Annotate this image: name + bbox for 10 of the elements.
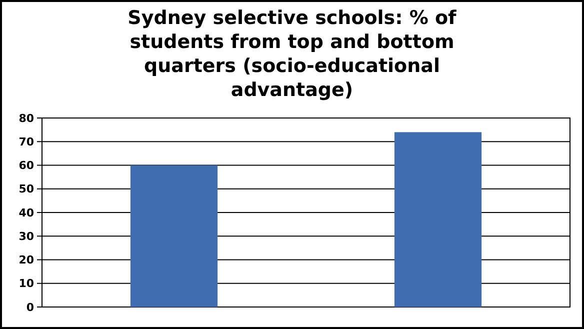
y-tick-label: 70 xyxy=(18,135,34,148)
y-tick-label: 80 xyxy=(18,112,34,125)
y-tick-label: 0 xyxy=(26,300,34,314)
chart-title: Sydney selective schools: % of students from top and bottom quarters (socio-educational advantage) xyxy=(128,7,458,101)
y-tick-label: 50 xyxy=(18,182,34,196)
y-tick-label: 30 xyxy=(18,230,34,243)
y-tick-label: 40 xyxy=(18,206,34,220)
y-tick-label: 20 xyxy=(18,254,34,267)
y-tick-label: 10 xyxy=(18,277,34,290)
y-tick-label: 60 xyxy=(18,159,34,172)
